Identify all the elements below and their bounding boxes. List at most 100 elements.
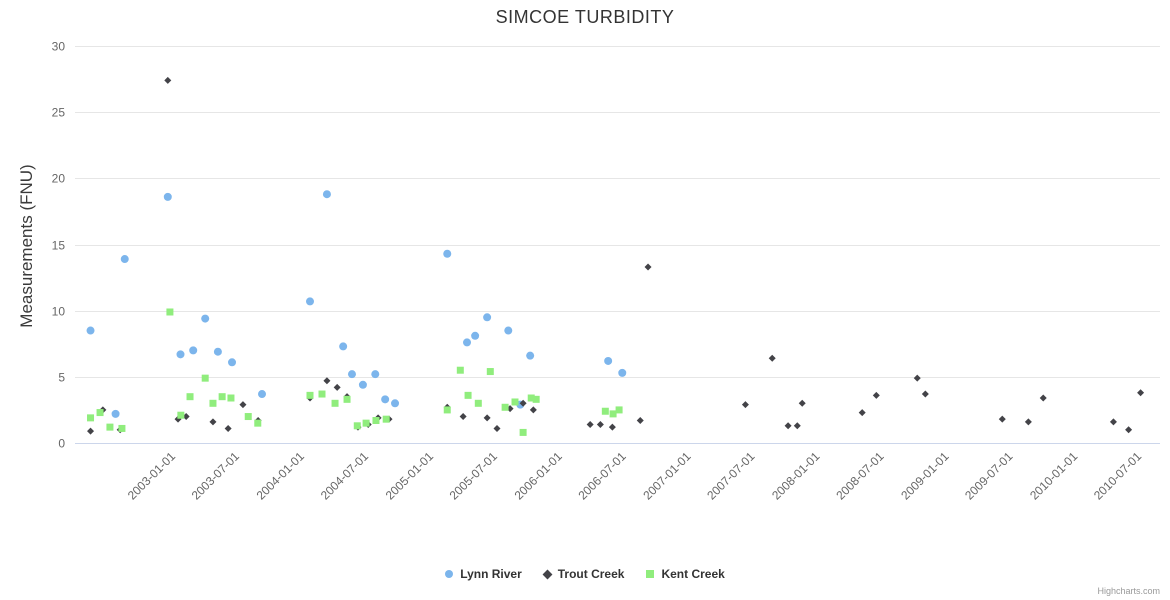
data-point[interactable] bbox=[793, 422, 801, 430]
data-point[interactable] bbox=[182, 413, 190, 421]
data-point[interactable] bbox=[305, 297, 314, 306]
data-point[interactable] bbox=[201, 374, 209, 382]
data-point[interactable] bbox=[254, 419, 262, 427]
data-point[interactable] bbox=[532, 395, 540, 403]
data-point[interactable] bbox=[86, 326, 95, 335]
data-point[interactable] bbox=[323, 377, 331, 385]
data-point[interactable] bbox=[1137, 389, 1145, 397]
data-point[interactable] bbox=[218, 393, 226, 401]
data-point[interactable] bbox=[333, 383, 341, 391]
data-point[interactable] bbox=[382, 415, 390, 423]
data-point[interactable] bbox=[1024, 418, 1032, 426]
data-point[interactable] bbox=[913, 374, 921, 382]
data-point[interactable] bbox=[209, 399, 217, 407]
data-point[interactable] bbox=[186, 393, 194, 401]
data-point[interactable] bbox=[486, 368, 494, 376]
data-point[interactable] bbox=[519, 399, 527, 407]
data-point[interactable] bbox=[177, 411, 185, 419]
data-point[interactable] bbox=[1125, 426, 1133, 434]
data-point[interactable] bbox=[318, 390, 326, 398]
data-point[interactable] bbox=[372, 417, 380, 425]
data-point[interactable] bbox=[463, 338, 472, 347]
data-point[interactable] bbox=[347, 370, 356, 379]
data-point[interactable] bbox=[511, 398, 519, 406]
data-point[interactable] bbox=[459, 413, 467, 421]
data-point[interactable] bbox=[227, 394, 235, 402]
data-point[interactable] bbox=[201, 314, 210, 323]
data-point[interactable] bbox=[166, 308, 174, 316]
data-point[interactable] bbox=[872, 391, 880, 399]
data-point[interactable] bbox=[189, 346, 198, 355]
data-point[interactable] bbox=[504, 326, 513, 335]
data-point[interactable] bbox=[464, 391, 472, 399]
data-point[interactable] bbox=[601, 407, 609, 415]
data-point[interactable] bbox=[586, 420, 594, 428]
data-point[interactable] bbox=[244, 413, 252, 421]
data-point[interactable] bbox=[1039, 394, 1047, 402]
data-point[interactable] bbox=[228, 358, 237, 367]
data-point[interactable] bbox=[106, 423, 114, 431]
data-point[interactable] bbox=[483, 313, 492, 322]
data-point[interactable] bbox=[998, 415, 1006, 423]
data-point[interactable] bbox=[111, 409, 120, 418]
data-point[interactable] bbox=[798, 399, 806, 407]
data-point[interactable] bbox=[604, 356, 613, 365]
data-point[interactable] bbox=[322, 190, 331, 199]
data-point[interactable] bbox=[527, 394, 535, 402]
data-point[interactable] bbox=[636, 417, 644, 425]
data-point[interactable] bbox=[362, 419, 370, 427]
legend-item-lynn-river[interactable]: Lynn River bbox=[445, 567, 522, 581]
data-point[interactable] bbox=[163, 192, 172, 201]
data-point[interactable] bbox=[768, 354, 776, 362]
data-point[interactable] bbox=[493, 424, 501, 432]
data-point[interactable] bbox=[526, 351, 535, 360]
data-point[interactable] bbox=[224, 424, 232, 432]
data-point[interactable] bbox=[87, 414, 95, 422]
data-point[interactable] bbox=[471, 331, 480, 340]
data-point[interactable] bbox=[644, 263, 652, 271]
data-point[interactable] bbox=[391, 399, 400, 408]
legend-item-trout-creek[interactable]: Trout Creek bbox=[542, 567, 624, 581]
data-point[interactable] bbox=[331, 399, 339, 407]
data-point[interactable] bbox=[118, 424, 126, 432]
data-point[interactable] bbox=[609, 410, 617, 418]
data-point[interactable] bbox=[921, 390, 929, 398]
data-point[interactable] bbox=[209, 418, 217, 426]
data-point[interactable] bbox=[176, 350, 185, 359]
x-tick-label: 2006-01-01 bbox=[512, 449, 566, 503]
data-point[interactable] bbox=[741, 401, 749, 409]
data-point[interactable] bbox=[258, 390, 267, 399]
x-tick-label: 2005-01-01 bbox=[383, 449, 437, 503]
data-point[interactable] bbox=[615, 406, 623, 414]
data-point[interactable] bbox=[501, 403, 509, 411]
data-point[interactable] bbox=[483, 414, 491, 422]
data-point[interactable] bbox=[353, 422, 361, 430]
data-point[interactable] bbox=[529, 406, 537, 414]
data-point[interactable] bbox=[519, 428, 527, 436]
data-point[interactable] bbox=[358, 380, 367, 389]
legend-item-kent-creek[interactable]: Kent Creek bbox=[646, 567, 725, 581]
data-point[interactable] bbox=[858, 409, 866, 417]
data-point[interactable] bbox=[96, 409, 104, 417]
data-point[interactable] bbox=[443, 406, 451, 414]
data-point[interactable] bbox=[784, 422, 792, 430]
data-point[interactable] bbox=[371, 370, 380, 379]
data-point[interactable] bbox=[306, 391, 314, 399]
data-point[interactable] bbox=[1109, 418, 1117, 426]
credits-link[interactable]: Highcharts.com bbox=[1097, 586, 1160, 596]
data-point[interactable] bbox=[443, 249, 452, 258]
data-point[interactable] bbox=[381, 395, 390, 404]
data-point[interactable] bbox=[474, 399, 482, 407]
data-point[interactable] bbox=[239, 401, 247, 409]
data-point[interactable] bbox=[339, 342, 348, 351]
data-point[interactable] bbox=[343, 395, 351, 403]
data-point[interactable] bbox=[456, 366, 464, 374]
data-point[interactable] bbox=[618, 368, 627, 377]
data-point[interactable] bbox=[120, 255, 129, 264]
data-point[interactable] bbox=[596, 420, 604, 428]
data-point[interactable] bbox=[608, 423, 616, 431]
series-kent-creek bbox=[87, 308, 623, 436]
data-point[interactable] bbox=[213, 347, 222, 356]
data-point[interactable] bbox=[164, 76, 172, 84]
data-point[interactable] bbox=[87, 427, 95, 435]
